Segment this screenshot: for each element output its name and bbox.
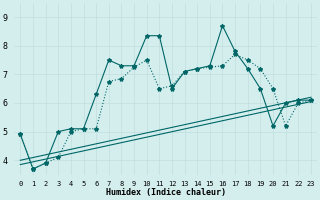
X-axis label: Humidex (Indice chaleur): Humidex (Indice chaleur) [106, 188, 226, 197]
